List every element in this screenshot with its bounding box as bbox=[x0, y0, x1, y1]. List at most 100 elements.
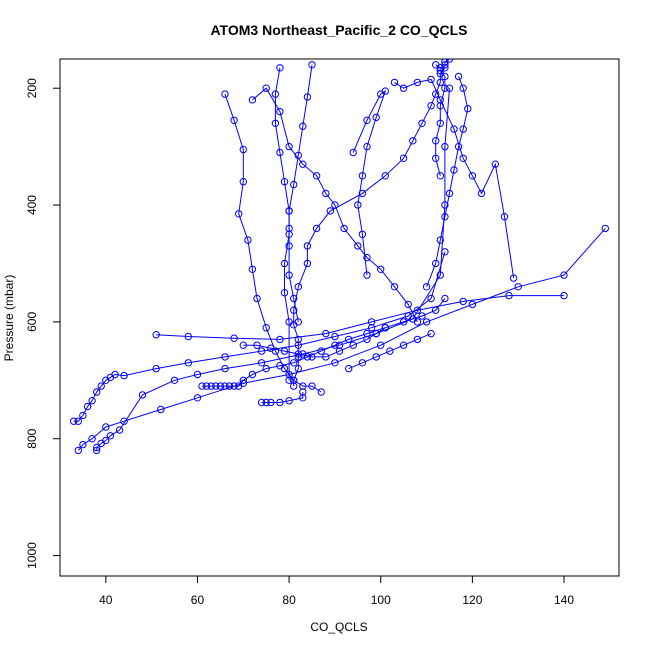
data-point bbox=[432, 90, 440, 98]
data-point bbox=[299, 388, 307, 396]
data-point bbox=[285, 397, 293, 405]
data-point bbox=[441, 142, 449, 151]
series-line bbox=[156, 295, 564, 340]
data-point bbox=[422, 318, 431, 326]
series-12 bbox=[390, 75, 518, 282]
x-tick-label: 80 bbox=[282, 593, 296, 607]
data-point bbox=[152, 331, 160, 339]
data-point bbox=[432, 61, 440, 69]
data-point bbox=[345, 364, 353, 373]
data-point bbox=[290, 180, 298, 189]
data-point bbox=[239, 379, 248, 387]
y-tick-label: 1000 bbox=[25, 542, 39, 569]
series-15 bbox=[285, 61, 316, 326]
data-point bbox=[349, 148, 357, 157]
series-6 bbox=[152, 291, 568, 344]
data-point bbox=[294, 283, 302, 291]
data-point bbox=[202, 382, 211, 390]
data-point bbox=[514, 283, 522, 291]
series-line bbox=[202, 298, 446, 387]
data-point bbox=[212, 382, 220, 390]
series-line bbox=[243, 327, 386, 358]
data-point bbox=[88, 435, 96, 443]
data-point bbox=[601, 224, 609, 233]
data-point bbox=[93, 443, 101, 452]
data-point bbox=[285, 207, 293, 215]
data-point bbox=[413, 318, 422, 326]
data-point bbox=[230, 382, 238, 390]
data-point bbox=[413, 306, 422, 314]
data-point bbox=[262, 84, 270, 92]
series-17 bbox=[345, 329, 435, 373]
data-point bbox=[381, 172, 389, 180]
data-point bbox=[372, 113, 380, 122]
data-point bbox=[120, 371, 128, 380]
data-point bbox=[79, 440, 87, 449]
data-point bbox=[70, 417, 78, 425]
series-3 bbox=[93, 84, 454, 455]
data-point bbox=[399, 154, 408, 163]
data-point bbox=[468, 172, 477, 180]
data-point bbox=[317, 347, 325, 355]
data-point bbox=[271, 90, 280, 98]
data-point bbox=[322, 329, 330, 338]
data-point bbox=[115, 426, 124, 434]
data-point bbox=[290, 382, 298, 390]
data-point bbox=[322, 189, 330, 198]
series-line bbox=[252, 87, 418, 323]
data-point bbox=[93, 446, 101, 455]
data-point bbox=[445, 189, 454, 198]
data-point bbox=[505, 291, 513, 300]
data-point bbox=[253, 341, 261, 349]
data-point bbox=[399, 341, 408, 349]
series-line bbox=[77, 228, 606, 451]
data-point bbox=[427, 102, 435, 110]
series-1 bbox=[290, 59, 454, 390]
data-point bbox=[413, 335, 422, 344]
data-point bbox=[358, 172, 367, 180]
y-tick-label: 200 bbox=[25, 78, 39, 98]
data-point bbox=[358, 359, 367, 367]
data-point bbox=[450, 166, 458, 174]
data-point bbox=[381, 324, 389, 332]
data-point bbox=[354, 201, 362, 209]
data-point bbox=[253, 294, 261, 303]
data-point bbox=[280, 259, 289, 268]
data-point bbox=[427, 329, 435, 338]
data-point bbox=[335, 347, 344, 355]
data-point bbox=[326, 207, 334, 215]
data-point bbox=[294, 151, 302, 160]
x-tick-label: 40 bbox=[99, 593, 113, 607]
data-point bbox=[290, 306, 298, 314]
data-point bbox=[257, 359, 266, 367]
x-tick-label: 60 bbox=[191, 593, 205, 607]
data-point bbox=[280, 364, 289, 373]
data-point bbox=[436, 236, 444, 244]
data-point bbox=[294, 335, 302, 344]
data-point bbox=[436, 78, 444, 87]
y-tick-label: 400 bbox=[25, 195, 39, 215]
x-axis: 40 60 80 100 120 140 bbox=[99, 576, 574, 607]
series-14 bbox=[432, 61, 449, 180]
data-point bbox=[138, 391, 147, 399]
data-point bbox=[74, 446, 83, 455]
series-line bbox=[73, 251, 446, 422]
data-point bbox=[436, 172, 444, 180]
data-point bbox=[290, 376, 298, 384]
data-point bbox=[248, 370, 257, 379]
data-point bbox=[500, 213, 509, 221]
data-point bbox=[276, 148, 284, 157]
data-point bbox=[106, 432, 115, 440]
series-line bbox=[96, 88, 450, 451]
data-point bbox=[152, 364, 160, 373]
data-point bbox=[445, 84, 454, 92]
data-point bbox=[477, 189, 486, 198]
data-point bbox=[221, 90, 229, 98]
data-point bbox=[299, 122, 307, 130]
data-point bbox=[303, 93, 312, 101]
data-point bbox=[97, 382, 105, 390]
data-point bbox=[280, 289, 289, 297]
data-point bbox=[257, 347, 266, 355]
data-point bbox=[285, 271, 293, 279]
data-point bbox=[390, 283, 399, 291]
